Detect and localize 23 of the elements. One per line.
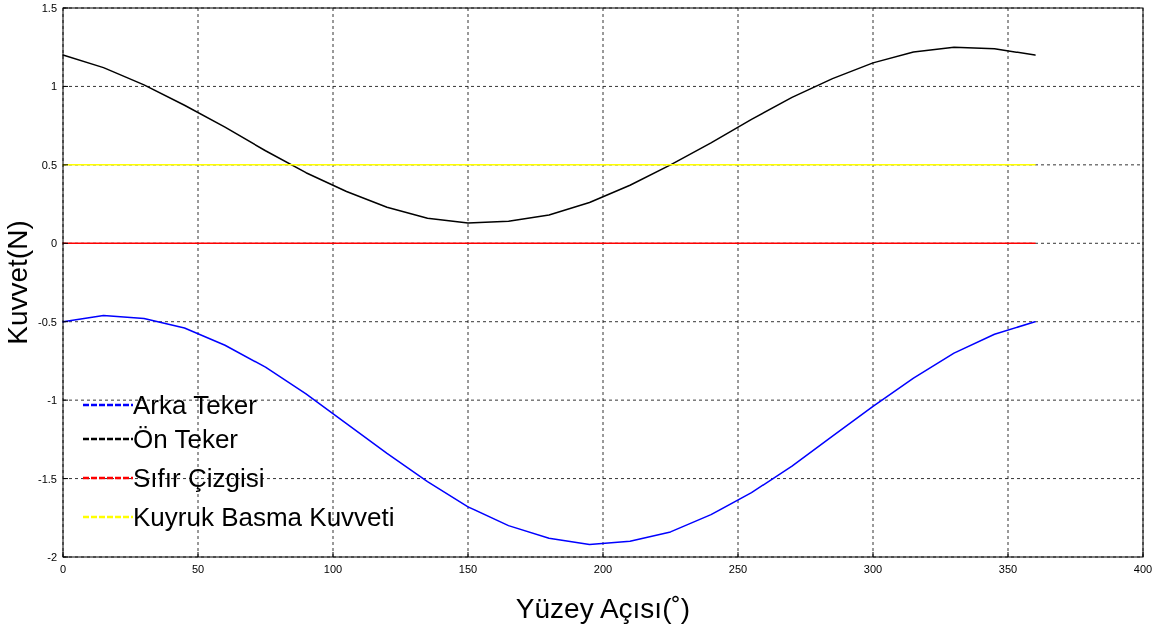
y-axis-title: Kuvvet(N): [2, 220, 33, 345]
legend-label: Ön Teker: [133, 424, 239, 454]
y-tick-label: -1.5: [38, 472, 57, 485]
x-tick-label: 300: [863, 563, 883, 575]
x-tick-label: 200: [593, 563, 613, 575]
y-tick-label: -0.5: [38, 315, 57, 328]
y-tick-label: 1.5: [41, 2, 57, 14]
x-tick-label: 150: [458, 563, 478, 575]
y-tick-label: 0: [50, 237, 57, 250]
x-tick-label: 350: [998, 563, 1018, 575]
x-tick-label: 0: [59, 563, 67, 575]
y-tick-label: -1: [47, 394, 57, 407]
y-tick-label: -2: [47, 551, 57, 563]
legend-label: Sıfır Çizgisi: [133, 463, 265, 493]
x-tick-label: 100: [323, 563, 343, 575]
y-tick-label: 1: [50, 80, 57, 93]
legend-label: Arka Teker: [133, 390, 258, 420]
x-tick-label: 400: [1133, 563, 1153, 575]
x-axis-title: Yüzey Açısı(˚): [515, 593, 691, 624]
legend-label: Kuyruk Basma Kuvveti: [133, 502, 395, 532]
x-tick-label: 250: [728, 563, 748, 575]
y-tick-label: 0.5: [41, 158, 57, 171]
x-tick-label: 50: [191, 563, 205, 575]
